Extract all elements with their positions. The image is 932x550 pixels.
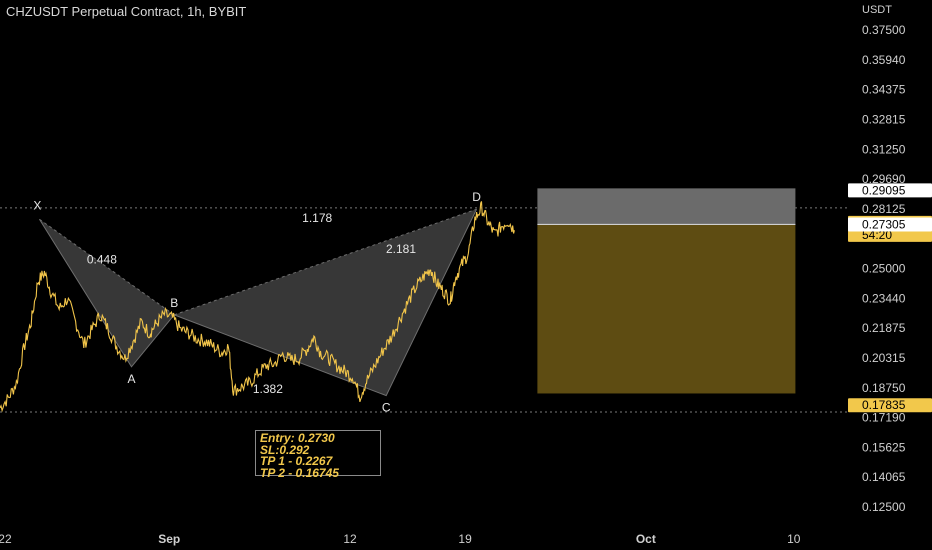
pattern-ratio-label-0: 0.448: [87, 253, 117, 267]
y-tick-label-14: 0.14065: [862, 470, 906, 484]
pattern-ratio-label-3: 1.382: [253, 382, 283, 396]
y-tick-label-7: 0.25000: [862, 262, 906, 276]
pattern-point-c: C: [382, 401, 391, 415]
stop-loss-zone: [537, 188, 796, 225]
y-tick-label-9: 0.21875: [862, 321, 906, 335]
pattern-triangle-xab: [39, 219, 175, 367]
pattern-ratio-label-1: 1.178: [302, 211, 332, 225]
pattern-point-d: D: [472, 190, 481, 204]
y-tick-label-10: 0.20315: [862, 351, 906, 365]
y-tick-label-3: 0.32815: [862, 112, 906, 126]
y-tick-label-8: 0.23440: [862, 291, 906, 305]
trade-note: Entry: 0.2730 SL:0.292 TP 1 - 0.2267 TP …: [255, 430, 381, 478]
y-tick-label-11: 0.18750: [862, 381, 906, 395]
pattern-triangle-bcd: [174, 209, 477, 396]
price-line: [0, 201, 515, 413]
y-tick-label-5: 0.29690: [862, 172, 906, 186]
y-axis-unit: USDT: [862, 4, 892, 16]
take-profit-zone: [537, 224, 796, 394]
x-tick-label-2: 12: [343, 532, 357, 546]
y-tick-label-6: 0.28125: [862, 202, 906, 216]
chart-title: CHZUSDT Perpetual Contract, 1h, BYBIT: [6, 4, 247, 19]
price-badge-bg-3: [848, 398, 932, 413]
y-tick-label-2: 0.34375: [862, 83, 906, 97]
price-badge-bg-0: [848, 183, 932, 198]
pattern-point-x: X: [33, 198, 41, 212]
x-tick-label-4: Oct: [636, 532, 656, 546]
y-tick-label-13: 0.15625: [862, 440, 906, 454]
x-tick-label-5: 10: [787, 532, 801, 546]
y-tick-label-4: 0.31250: [862, 142, 906, 156]
price-series: [0, 201, 515, 413]
pattern-point-b: B: [170, 296, 178, 310]
position-zone: [537, 188, 796, 394]
y-tick-label-1: 0.35940: [862, 53, 906, 67]
y-tick-label-12: 0.17190: [862, 411, 906, 425]
pattern-ratio-label-2: 2.181: [386, 242, 416, 256]
price-badge-label-3: 0.17835: [862, 398, 906, 412]
harmonic-pattern: [39, 208, 478, 397]
y-axis: 0.37500 0.35940 0.34375 0.32815 0.31250 0.296…: [862, 23, 906, 514]
price-badge-label-0: 0.29095: [862, 183, 906, 197]
price-badge-bg-2: [848, 217, 932, 232]
y-tick-label-15: 0.12500: [862, 500, 906, 514]
x-tick-label-3: 19: [458, 532, 472, 546]
pattern-point-a: A: [127, 372, 135, 386]
x-axis: 22 Sep 12 19 Oct 10: [0, 532, 801, 546]
pattern-labels: X A B C D 0.448 1.178 2.181 1.382: [33, 190, 481, 414]
note-take-profit-2: TP 2 - 0.16745: [260, 465, 339, 480]
x-tick-label-1: Sep: [158, 532, 180, 546]
pattern-diagonal-1: [174, 208, 477, 316]
note-stop-loss: SL:0.292: [260, 442, 310, 457]
note-entry: Entry: 0.2730: [260, 431, 335, 445]
y-tick-label-0: 0.37500: [862, 23, 906, 37]
x-tick-label-0: 22: [0, 532, 12, 546]
note-take-profit-1: TP 1 - 0.2267: [260, 454, 333, 468]
price-badge-label-2: 0.27305: [862, 218, 906, 232]
